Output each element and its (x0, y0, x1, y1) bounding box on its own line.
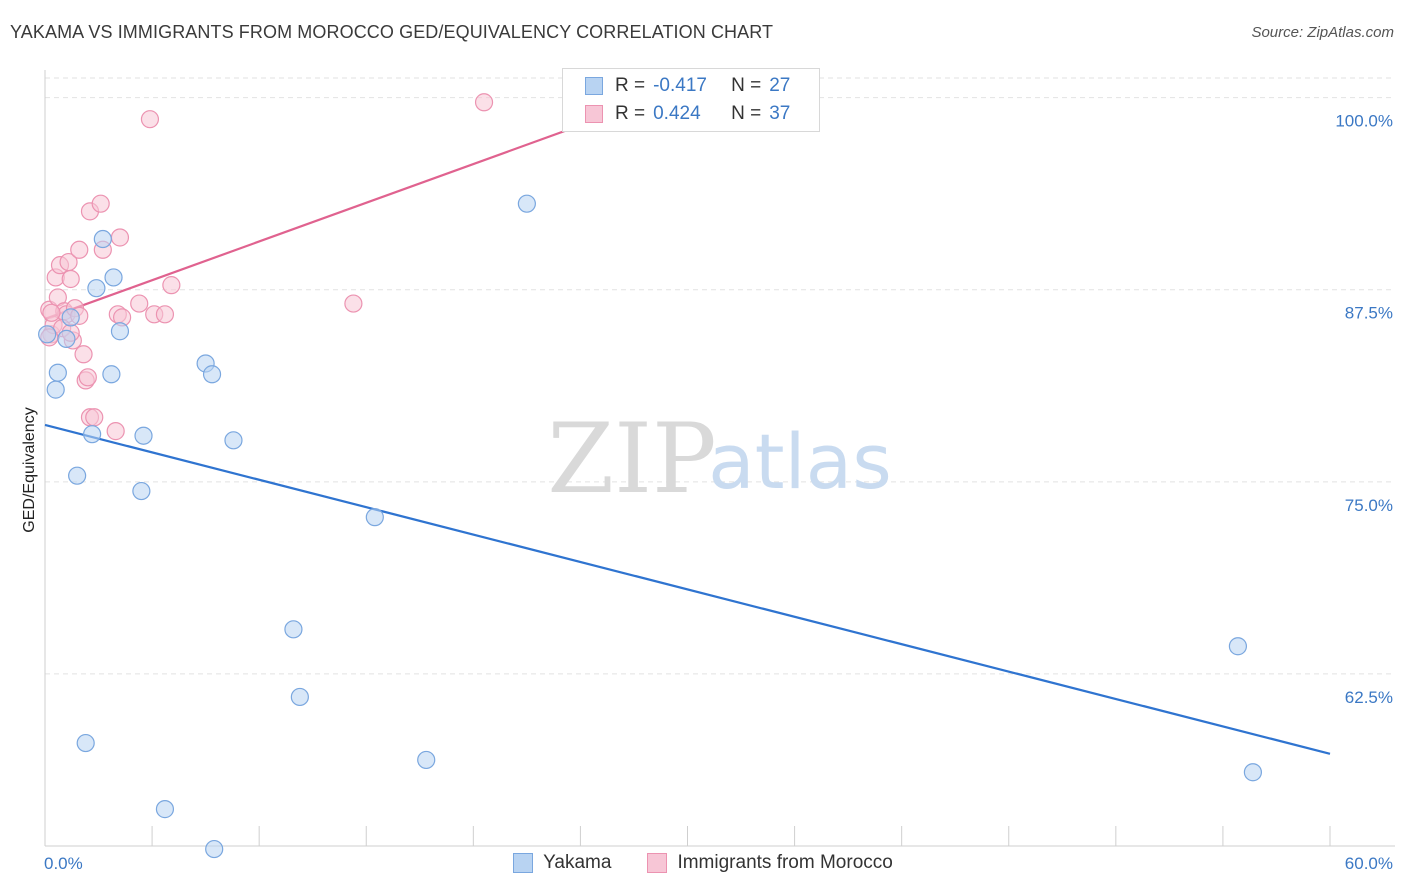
yakama-trend-line (44, 423, 1331, 755)
axis-layer (44, 70, 1395, 847)
yakama-legend-swatch (513, 853, 534, 873)
morocco-point (106, 422, 125, 441)
y-tick-label: 62.5% (1345, 688, 1393, 707)
yakama-point (224, 431, 243, 450)
y-tick-label: 87.5% (1345, 304, 1393, 323)
yakama-point (517, 194, 536, 213)
yakama-swatch (585, 77, 603, 95)
morocco-legend-swatch (647, 853, 668, 873)
stats-legend: R = -0.417 N = 27 R = 0.424 N = 37 (562, 68, 820, 132)
grid-layer (45, 77, 1395, 675)
y-tick-label: 75.0% (1345, 496, 1393, 515)
yakama-point (365, 508, 384, 527)
y-axis-label: GED/Equivalency (21, 407, 38, 533)
yakama-point (46, 380, 65, 399)
stats-legend-row-yakama: R = -0.417 N = 27 (585, 74, 790, 98)
legend-item-morocco[interactable]: Immigrants from Morocco (647, 852, 893, 874)
label-layer: 62.5% 75.0% 87.5% 100.0% 0.0% 60.0% (44, 112, 1393, 873)
yakama-point (87, 279, 106, 298)
n-label: N = (731, 103, 762, 124)
yakama-point (132, 481, 151, 501)
morocco-point (91, 194, 110, 213)
yakama-point (38, 325, 57, 344)
yakama-point (57, 329, 76, 349)
r-value: -0.417 (653, 75, 707, 96)
yakama-point (76, 733, 95, 753)
yakama-point (155, 800, 175, 819)
morocco-point (344, 294, 363, 313)
yakama-point (202, 365, 222, 384)
morocco-point (61, 269, 80, 289)
n-value: 27 (769, 75, 791, 96)
r-label: R = (615, 75, 646, 96)
chart-title: YAKAMA VS IMMIGRANTS FROM MOROCCO GED/EQ… (10, 22, 774, 42)
n-value: 37 (769, 103, 791, 124)
yakama-point (93, 229, 112, 249)
yakama-point (290, 687, 309, 707)
morocco-point (155, 305, 175, 324)
watermark-zip: ZIP (547, 403, 716, 515)
yakama-point (205, 839, 224, 859)
yakama-point (83, 425, 102, 444)
morocco-point (110, 228, 130, 247)
yakama-point (1243, 763, 1263, 782)
legend-label-morocco: Immigrants from Morocco (677, 852, 893, 873)
morocco-point (85, 408, 104, 427)
morocco-trend-line (44, 124, 581, 320)
yakama-point (48, 363, 67, 382)
stats-legend-row-morocco: R = 0.424 N = 37 (585, 102, 790, 126)
yakama-point (110, 322, 130, 341)
watermark-atlas: atlas (708, 417, 892, 506)
morocco-point (474, 93, 494, 112)
watermark: ZIP atlas (547, 403, 891, 515)
yakama-point (417, 750, 436, 770)
morocco-point (140, 110, 160, 129)
y-tick-label: 100.0% (1335, 112, 1393, 131)
x-tick-label-max: 60.0% (1345, 854, 1393, 873)
yakama-point (68, 466, 87, 485)
n-label: N = (731, 75, 762, 96)
yakama-point (1228, 637, 1248, 656)
x-tick-label-min: 0.0% (44, 854, 83, 873)
source-label: Source: ZipAtlas.com (1251, 24, 1394, 41)
yakama-point (61, 308, 80, 327)
morocco-point (70, 240, 89, 259)
morocco-point (42, 303, 61, 322)
r-value: 0.424 (653, 103, 701, 124)
trend-layer (44, 124, 1331, 755)
morocco-swatch (585, 105, 603, 123)
point-layer (38, 93, 1263, 859)
morocco-point (162, 276, 181, 295)
r-label: R = (615, 103, 646, 124)
legend-item-yakama[interactable]: Yakama (513, 852, 611, 874)
morocco-point (74, 345, 93, 364)
series-legend: Yakama Immigrants from Morocco (0, 852, 1406, 874)
morocco-point (130, 294, 149, 313)
yakama-point (102, 365, 121, 384)
yakama-point (284, 620, 303, 639)
morocco-point (78, 368, 97, 387)
yakama-point (104, 268, 123, 287)
legend-label-yakama: Yakama (543, 852, 612, 873)
yakama-point (134, 426, 153, 445)
